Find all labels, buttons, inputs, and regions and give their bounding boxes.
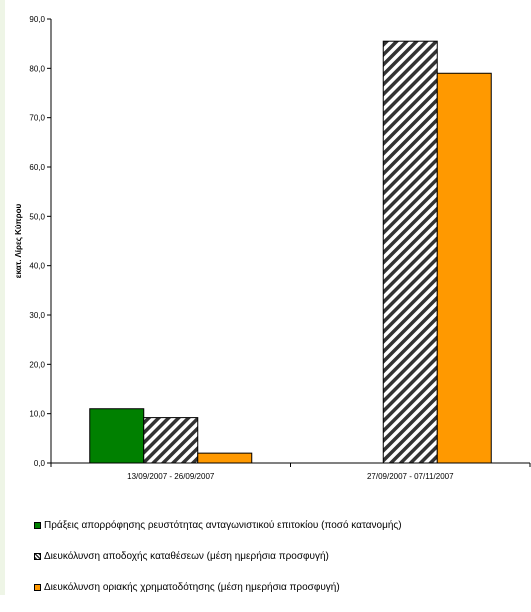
legend-swatch-series-2 [34, 552, 41, 560]
legend-label-series-3: Διευκόλυνση οριακής χρηματοδότησης (μέση… [44, 581, 340, 593]
chart-labels: 0,0 10,0 20,0 30,0 40,0 50,0 60,0 70,0 80,0 90,0 ε… [14, 15, 454, 481]
page-edge [0, 0, 5, 595]
y-tick-label: 10,0 [29, 410, 45, 419]
chart-bars [89, 40, 492, 464]
y-tick-label: 30,0 [29, 311, 45, 320]
bar-series-3-category-2 [436, 72, 492, 464]
x-tick-label: 13/09/2007 - 26/09/2007 [127, 472, 215, 481]
legend-swatch-series-3 [34, 583, 41, 591]
legend-label-series-1: Πράξεις απορρόφησης ρευστότητας ανταγωνι… [44, 519, 402, 531]
y-tick-label: 80,0 [29, 64, 45, 73]
y-tick-label: 60,0 [29, 163, 45, 172]
bar-series-3-category-1 [197, 452, 253, 464]
y-axis-title: εκατ. Λίρες Κύπρου [14, 203, 23, 278]
y-tick-label: 90,0 [29, 15, 45, 24]
x-tick-label: 27/09/2007 - 07/11/2007 [367, 472, 454, 481]
bar-chart: 0,0 10,0 20,0 30,0 40,0 50,0 60,0 70,0 80,0 90,0 ε… [14, 15, 531, 481]
chart-legend: Πράξεις απορρόφησης ρευστότητας ανταγωνι… [34, 519, 402, 612]
bar-series-2-category-1 [143, 417, 199, 464]
bar-series-2-category-2 [382, 40, 438, 464]
legend-item-series-1: Πράξεις απορρόφησης ρευστότητας ανταγωνι… [34, 519, 402, 531]
y-tick-label: 40,0 [29, 262, 45, 271]
legend-swatch-series-1 [34, 521, 41, 529]
y-tick-label: 20,0 [29, 360, 45, 369]
y-tick-label: 50,0 [29, 212, 45, 221]
y-tick-label: 70,0 [29, 114, 45, 123]
bar-series-1-category-1 [89, 408, 145, 464]
y-tick-label: 0,0 [34, 459, 46, 468]
legend-item-series-2: Διευκόλυνση αποδοχής καταθέσεων (μέση ημ… [34, 550, 402, 562]
legend-item-series-3: Διευκόλυνση οριακής χρηματοδότησης (μέση… [34, 581, 402, 593]
legend-label-series-2: Διευκόλυνση αποδοχής καταθέσεων (μέση ημ… [44, 550, 329, 562]
